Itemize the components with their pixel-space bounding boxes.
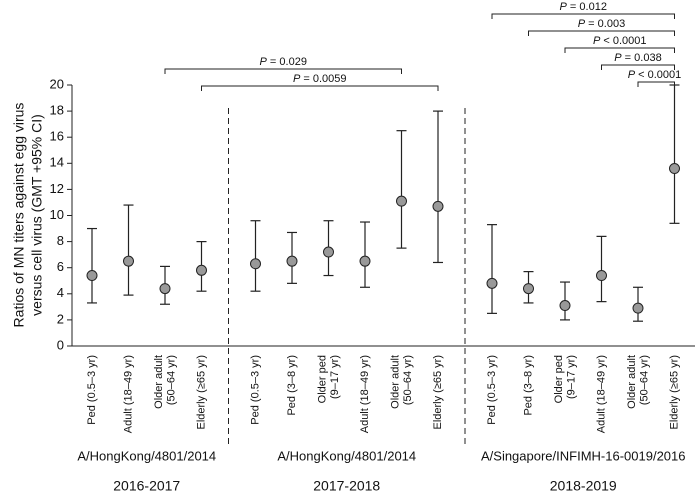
point [523,283,534,295]
x-tick-label: Ped (3–8 yr) [522,355,534,416]
p-value: P = 0.012 [560,1,607,13]
point [632,302,644,314]
x-tick-label: Ped (0.5–3 yr) [86,355,98,425]
group-season: 2017-2018 [313,478,380,494]
x-tick-label: Ped (3–8 yr) [286,355,298,416]
x-tick-label: Older ped(9–17 yr) [553,355,578,403]
significance-bracket [637,81,675,87]
point [159,283,171,295]
point [359,255,371,267]
y-tick-label: 18 [50,103,64,118]
group-season: 2018-2019 [550,478,617,494]
significance-bracket [601,64,675,70]
point [669,163,680,175]
y-tick-label: 14 [50,155,64,170]
y-tick-label: 12 [50,181,64,196]
p-value: P = 0.003 [578,18,625,30]
point [559,300,571,312]
p-value: P < 0.0001 [628,69,682,81]
y-tick-label: 6 [57,259,64,274]
x-tick-label: Adult (18–49 yr) [122,355,134,433]
y-axis-title: versus cell virus (GMT +95% CI) [29,114,45,316]
y-tick-label: 20 [50,76,64,91]
group-season: 2016-2017 [113,478,180,494]
x-tick-label: Elderly (≥65 yr) [432,355,444,430]
y-tick-label: 0 [57,337,64,352]
significance-bracket [491,13,675,19]
point [486,277,498,289]
y-tick-label: 10 [50,207,64,222]
point [86,270,98,282]
x-tick-label: Elderly (≥65 yr) [195,355,207,430]
point [250,258,261,270]
y-tick-label: 4 [57,285,64,300]
point [596,270,607,282]
p-value: P = 0.038 [614,52,661,64]
point [196,264,207,276]
significance-bracket [201,85,439,91]
group-strain: A/HongKong/4801/2014 [77,448,216,463]
x-tick-label: Older ped(9–17 yr) [316,355,341,403]
point [286,255,298,267]
y-tick-label: 2 [57,311,64,326]
x-tick-label: Older adult(50–64 yr) [626,355,651,409]
p-value: P < 0.0001 [593,35,647,47]
significance-bracket [164,68,402,74]
p-value: P = 0.029 [260,56,307,68]
x-tick-label: Older adult(50–64 yr) [153,355,178,409]
group-strain: A/HongKong/4801/2014 [277,448,416,463]
point [123,255,134,267]
group-strain: A/Singapore/INFIMH-16-0019/2016 [481,448,686,463]
x-tick-label: Adult (18–49 yr) [359,355,371,433]
significance-bracket [564,47,675,53]
x-tick-label: Adult (18–49 yr) [595,355,607,433]
p-value: P = 0.0059 [293,73,347,85]
point [323,246,334,258]
y-axis-title: Ratios of MN titers against egg virus [11,103,27,328]
y-tick-label: 8 [57,233,64,248]
y-tick-label: 16 [50,129,64,144]
point [396,195,407,207]
x-tick-label: Elderly (≥65 yr) [668,355,680,430]
point [432,200,444,212]
significance-bracket [528,30,675,36]
x-tick-label: Ped (0.5–3 yr) [486,355,498,425]
x-tick-label: Ped (0.5–3 yr) [249,355,261,425]
x-tick-label: Older adult(50–64 yr) [389,355,414,409]
